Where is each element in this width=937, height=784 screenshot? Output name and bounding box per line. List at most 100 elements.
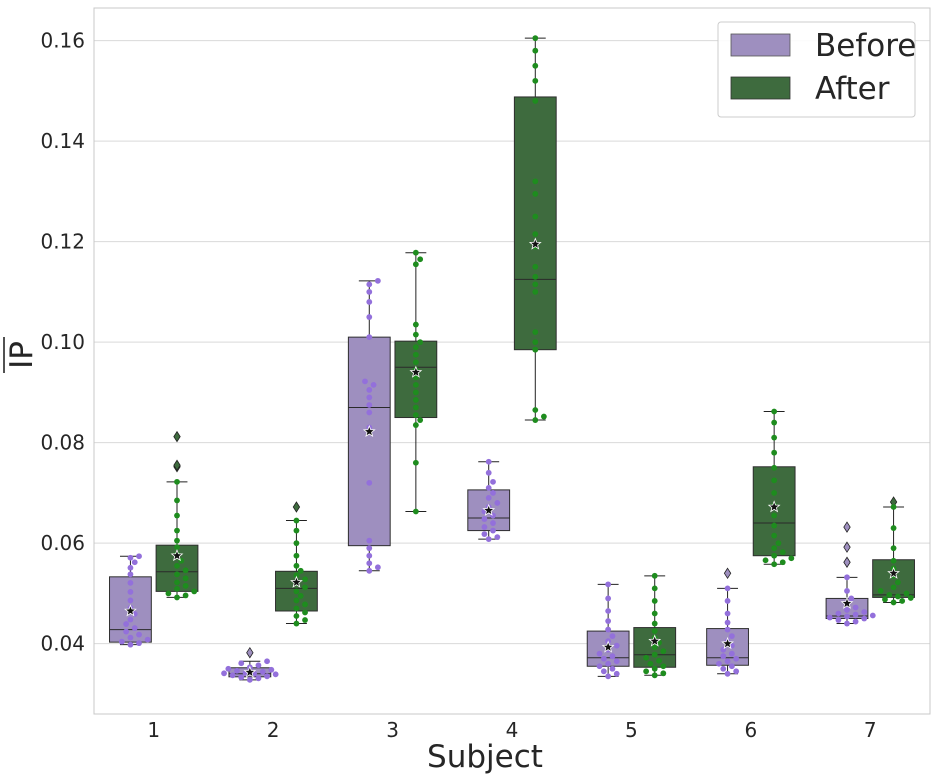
point-after-4-9 — [532, 263, 539, 270]
point-after-1-13 — [174, 544, 180, 551]
point-before-2-4 — [229, 672, 236, 679]
point-before-5-2 — [600, 668, 607, 675]
point-before-5-17 — [605, 595, 612, 602]
plot-frame — [93, 7, 931, 715]
mean-marker-before-6 — [721, 636, 734, 650]
point-before-1-13 — [127, 588, 134, 595]
point-after-5-16 — [651, 598, 658, 604]
point-after-7-3 — [907, 595, 914, 601]
point-after-5-14 — [651, 620, 658, 627]
point-after-7-2 — [882, 596, 888, 603]
point-before-7-2 — [835, 617, 842, 623]
point-after-2-16 — [293, 540, 300, 547]
point-after-5-18 — [651, 572, 658, 579]
point-after-7-15 — [890, 504, 897, 510]
point-after-5-6 — [656, 657, 662, 664]
point-after-6-9 — [771, 522, 778, 529]
point-after-5-8 — [651, 651, 658, 658]
point-after-6-17 — [771, 419, 778, 426]
mean-marker-after-6 — [767, 500, 781, 513]
point-after-2-8 — [293, 588, 300, 595]
flier-before-7-0 — [843, 556, 851, 568]
point-after-4-2 — [532, 407, 539, 413]
point-before-4-2 — [481, 531, 488, 538]
point-after-4-16 — [532, 77, 539, 84]
point-after-2-17 — [293, 527, 300, 534]
point-before-1-5 — [136, 631, 142, 638]
point-after-2-5 — [302, 601, 308, 608]
mean-layer — [124, 237, 900, 678]
point-after-1-6 — [174, 579, 180, 586]
point-before-3-10 — [366, 394, 373, 401]
flier-before-6-0 — [723, 567, 732, 580]
point-after-7-4 — [894, 593, 901, 600]
point-before-3-8 — [366, 409, 373, 416]
point-before-6-16 — [724, 598, 731, 604]
point-before-2-0 — [246, 676, 253, 683]
x-tick-label-6: 6 — [744, 718, 757, 742]
point-before-1-1 — [136, 640, 142, 647]
point-before-7-11 — [852, 604, 859, 611]
mean-marker-before-2 — [243, 665, 257, 678]
point-after-5-9 — [660, 648, 667, 655]
point-after-7-13 — [890, 545, 897, 552]
y-tick-label-0.04: 0.04 — [40, 632, 85, 656]
point-after-6-12 — [771, 490, 778, 496]
flier-after-1-1 — [173, 459, 181, 472]
point-before-5-9 — [596, 650, 603, 657]
point-before-4-0 — [485, 536, 492, 543]
point-before-7-10 — [844, 607, 850, 613]
point-before-5-1 — [613, 670, 620, 677]
mean-marker-before-4 — [482, 503, 496, 516]
mean-marker-before-7 — [840, 596, 854, 609]
point-after-3-18 — [417, 256, 424, 263]
legend: Before After — [717, 21, 916, 118]
point-before-2-10 — [234, 667, 240, 674]
point-after-3-5 — [412, 404, 419, 411]
point-after-4-19 — [532, 35, 539, 42]
point-after-3-7 — [412, 389, 419, 396]
point-after-4-12 — [532, 213, 539, 220]
point-after-5-0 — [651, 672, 658, 679]
point-after-3-2 — [412, 422, 419, 428]
point-after-5-3 — [651, 665, 658, 672]
point-after-1-5 — [182, 582, 189, 589]
box-before-3 — [347, 336, 391, 547]
point-after-7-7 — [877, 587, 884, 594]
point-before-4-10 — [494, 500, 501, 506]
point-after-7-1 — [899, 598, 906, 604]
point-before-6-1 — [733, 668, 740, 675]
point-after-3-1 — [412, 459, 419, 466]
point-after-2-11 — [302, 576, 308, 583]
y-tick-label-0.12: 0.12 — [40, 230, 85, 254]
point-after-4-5 — [532, 329, 539, 336]
point-before-6-14 — [724, 619, 731, 626]
point-before-6-15 — [724, 610, 731, 617]
point-after-6-8 — [771, 532, 778, 539]
point-before-5-14 — [605, 626, 612, 633]
point-after-2-18 — [293, 517, 300, 524]
point-before-6-6 — [733, 655, 740, 662]
point-before-7-13 — [848, 595, 855, 602]
point-after-3-14 — [417, 339, 424, 346]
point-before-1-19 — [136, 553, 142, 560]
point-after-7-6 — [903, 590, 910, 597]
point-after-6-2 — [762, 557, 769, 564]
legend-swatch-after — [730, 76, 791, 100]
point-after-6-3 — [788, 555, 795, 562]
point-before-7-0 — [844, 620, 850, 627]
point-before-1-3 — [144, 636, 151, 643]
point-before-7-14 — [844, 587, 850, 594]
point-before-2-9 — [259, 668, 266, 675]
point-before-2-2 — [238, 674, 245, 681]
point-before-2-15 — [238, 660, 245, 667]
x-tick-label-1: 1 — [147, 718, 160, 742]
point-before-3-4 — [366, 545, 373, 552]
point-before-2-5 — [272, 671, 279, 678]
point-after-4-18 — [532, 47, 539, 54]
point-before-5-15 — [605, 618, 612, 624]
point-after-1-7 — [182, 575, 189, 582]
point-before-2-7 — [221, 670, 227, 677]
point-before-3-6 — [366, 479, 373, 486]
